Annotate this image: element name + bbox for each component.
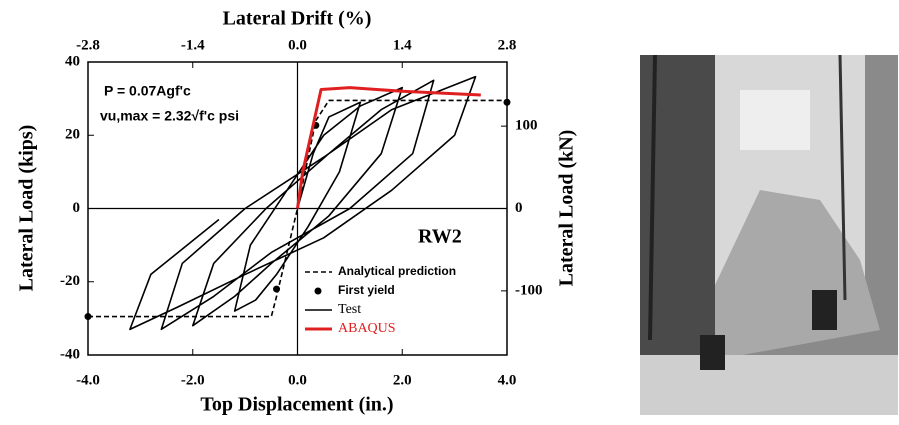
legend-label: Analytical prediction <box>338 264 456 278</box>
legend-label: ABAQUS <box>338 321 396 336</box>
marker <box>84 313 92 321</box>
x2-tick-label: -1.4 <box>181 37 205 53</box>
y2-tick-label: 0 <box>515 200 523 216</box>
x2-tick-label: 2.8 <box>498 37 517 53</box>
annotation: vu,max = 2.32√f'c psi <box>100 108 239 124</box>
x-tick-label: -2.0 <box>181 372 205 388</box>
y-tick-label: 40 <box>65 53 80 69</box>
marker <box>503 98 511 106</box>
x-axis-title: Top Displacement (in.) <box>200 394 393 416</box>
legend-marker <box>314 287 322 295</box>
photo <box>640 54 898 415</box>
x2-tick-label: 1.4 <box>393 37 412 53</box>
x2-tick-label: 0.0 <box>288 37 307 53</box>
x-tick-label: -4.0 <box>76 372 100 388</box>
y2-tick-label: 100 <box>515 118 538 134</box>
x-tick-label: 0.0 <box>288 372 307 388</box>
y-axis-title: Lateral Load (kips) <box>16 125 38 292</box>
x2-tick-label: -2.8 <box>76 37 100 53</box>
y2-tick-label: -100 <box>515 282 543 298</box>
y-tick-label: -40 <box>60 346 80 362</box>
series-line <box>129 75 477 331</box>
x-tick-label: 4.0 <box>498 372 517 388</box>
legend-label: First yield <box>338 283 395 297</box>
annotation: RW2 <box>418 226 462 248</box>
y-tick-label: 20 <box>65 127 80 143</box>
y2-axis-title: Lateral Load (kN) <box>556 130 578 287</box>
marker <box>273 285 281 293</box>
y-tick-label: 0 <box>73 200 81 216</box>
chart-title: Lateral Drift (%) <box>223 8 372 30</box>
series-line <box>88 99 507 318</box>
y-tick-label: -20 <box>60 273 80 289</box>
x-tick-label: 2.0 <box>393 372 412 388</box>
series-line <box>296 86 481 209</box>
legend-label: Test <box>338 302 361 317</box>
annotation: P = 0.07Agf'c <box>104 83 191 99</box>
